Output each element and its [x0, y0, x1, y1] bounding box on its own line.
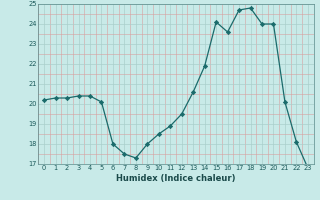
- X-axis label: Humidex (Indice chaleur): Humidex (Indice chaleur): [116, 174, 236, 183]
